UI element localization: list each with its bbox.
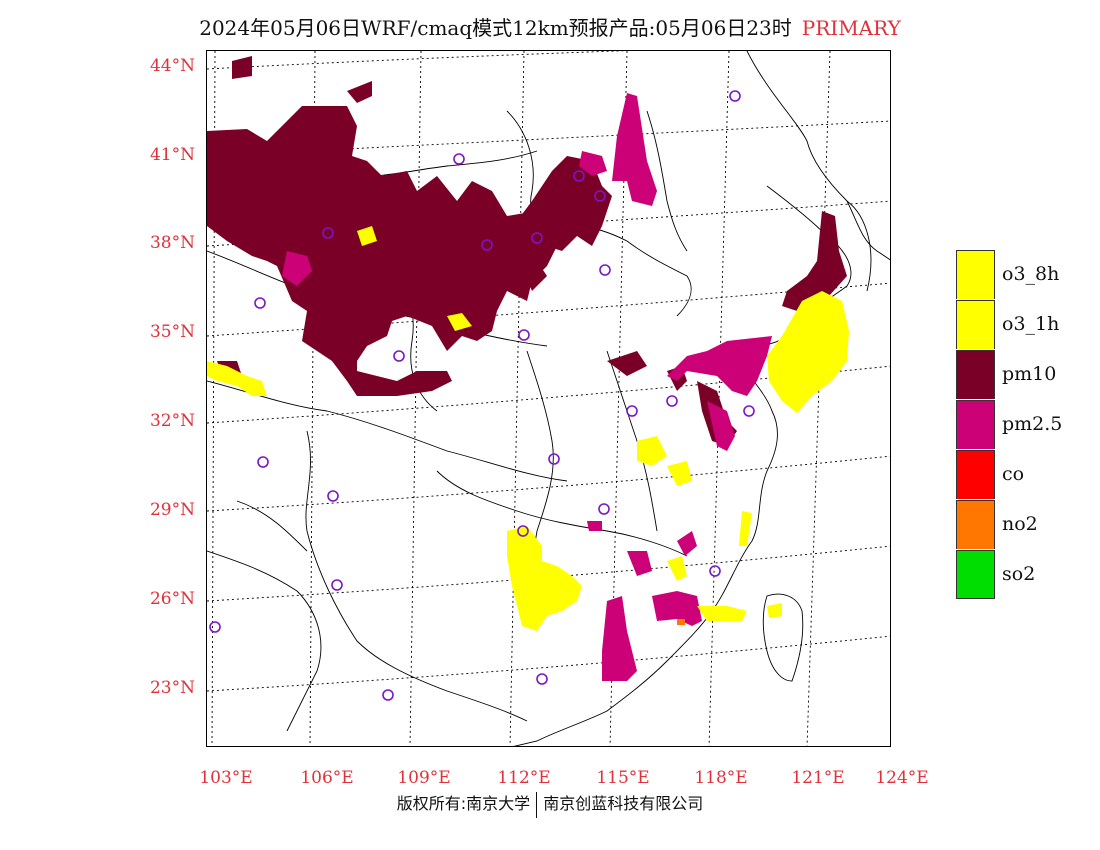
- lon-label-121: 121°E: [791, 768, 845, 788]
- copyright-left: 版权所有:南京大学: [396, 794, 531, 813]
- copyright-footer: 版权所有:南京大学 南京创蓝科技有限公司: [0, 790, 1100, 818]
- lat-label-26: 26°N: [149, 589, 195, 609]
- legend-item-o3-1h: o3_1h: [956, 299, 1062, 349]
- legend-label: co: [1002, 463, 1025, 485]
- legend-swatch: [956, 449, 995, 499]
- no2-spot: [677, 619, 685, 625]
- legend-item-no2: no2: [956, 499, 1062, 549]
- station-markers: [209, 90, 755, 701]
- map-title: 2024年05月06日WRF/cmaq模式12km预报产品:05月06日23时 P…: [0, 12, 1100, 41]
- legend-item-so2: so2: [956, 549, 1062, 599]
- legend-swatch: [956, 549, 995, 599]
- lat-label-32: 32°N: [149, 411, 195, 431]
- legend-swatch: [956, 349, 995, 399]
- lon-label-112: 112°E: [497, 768, 551, 788]
- legend-swatch: [956, 249, 995, 299]
- copyright-right: 南京创蓝科技有限公司: [543, 794, 704, 813]
- lon-label-124: 124°E: [875, 768, 929, 788]
- title-text: 2024年05月06日WRF/cmaq模式12km预报产品:05月06日23时: [199, 16, 792, 40]
- legend-swatch: [956, 299, 995, 349]
- legend-swatch: [956, 499, 995, 549]
- o3-regions: [207, 226, 849, 631]
- primary-tag: PRIMARY: [801, 16, 901, 40]
- legend-label: pm2.5: [1002, 413, 1063, 435]
- lon-label-115: 115°E: [596, 768, 650, 788]
- lat-label-29: 29°N: [149, 500, 195, 520]
- lat-label-23: 23°N: [149, 678, 195, 698]
- lon-label-106: 106°E: [300, 768, 354, 788]
- legend-item-pm25: pm2.5: [956, 399, 1062, 449]
- legend-item-co: co: [956, 449, 1062, 499]
- legend-item-pm10: pm10: [956, 349, 1062, 399]
- lon-label-118: 118°E: [694, 768, 748, 788]
- lon-label-109: 109°E: [397, 768, 451, 788]
- legend-item-o3-8h: o3_8h: [956, 249, 1062, 299]
- lon-label-103: 103°E: [199, 768, 253, 788]
- map-canvas: [207, 51, 890, 746]
- lat-label-44: 44°N: [149, 56, 195, 76]
- legend-label: pm10: [1002, 363, 1057, 385]
- legend-label: so2: [1002, 563, 1036, 585]
- lat-label-41: 41°N: [149, 145, 195, 165]
- lat-label-38: 38°N: [149, 233, 195, 253]
- lat-label-35: 35°N: [149, 322, 195, 342]
- legend-swatch: [956, 399, 995, 449]
- forecast-map: [206, 50, 891, 747]
- legend: o3_8h o3_1h pm10 pm2.5 co no2 so2: [956, 249, 1062, 599]
- legend-label: o3_8h: [1002, 263, 1060, 285]
- legend-label: o3_1h: [1002, 313, 1060, 335]
- pm25-regions: [282, 93, 772, 681]
- footer-divider: [536, 791, 538, 818]
- legend-label: no2: [1002, 513, 1038, 535]
